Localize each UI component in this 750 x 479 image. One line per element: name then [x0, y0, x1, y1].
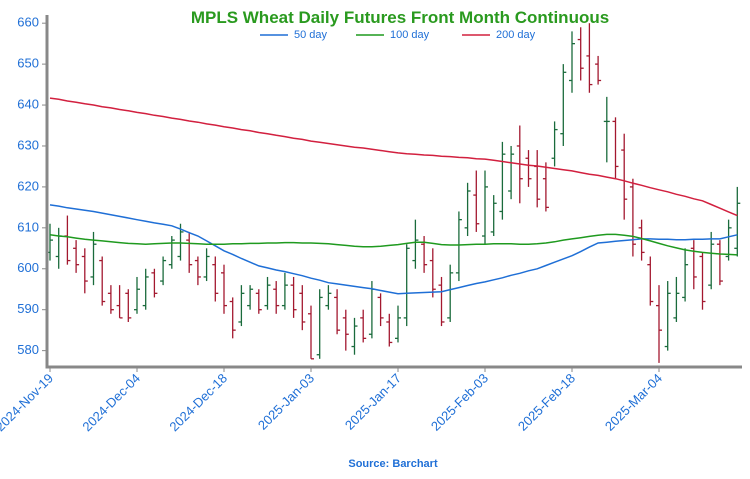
y-tick-label: 590	[17, 301, 39, 316]
x-tick-label: 2024-Nov-19	[0, 371, 56, 435]
legend-label: 200 day	[496, 29, 536, 41]
y-tick-label: 660	[17, 15, 39, 30]
x-tick-label: 2025-Feb-18	[515, 371, 578, 434]
y-tick-label: 600	[17, 260, 39, 275]
y-tick-label: 650	[17, 56, 39, 71]
x-tick-label: 2024-Dec-18	[166, 371, 230, 435]
x-tick-label: 2025-Mar-04	[602, 371, 665, 434]
source-note: Source: Barchart	[348, 458, 438, 470]
x-tick-label: 2025-Jan-17	[342, 371, 404, 433]
x-tick-label: 2024-Dec-04	[79, 371, 143, 435]
y-tick-label: 630	[17, 137, 39, 152]
legend-label: 50 day	[294, 29, 328, 41]
ma-line	[49, 97, 738, 217]
y-tick-label: 610	[17, 219, 39, 234]
y-tick-label: 640	[17, 96, 39, 111]
x-tick-label: 2025-Feb-03	[428, 371, 491, 434]
ma-line	[49, 204, 738, 295]
y-tick-label: 620	[17, 178, 39, 193]
x-tick-label: 2025-Jan-03	[255, 371, 317, 433]
ma-line	[49, 233, 738, 256]
legend-label: 100 day	[390, 29, 430, 41]
y-tick-label: 580	[17, 342, 39, 357]
chart-title: MPLS Wheat Daily Futures Front Month Con…	[191, 8, 609, 27]
